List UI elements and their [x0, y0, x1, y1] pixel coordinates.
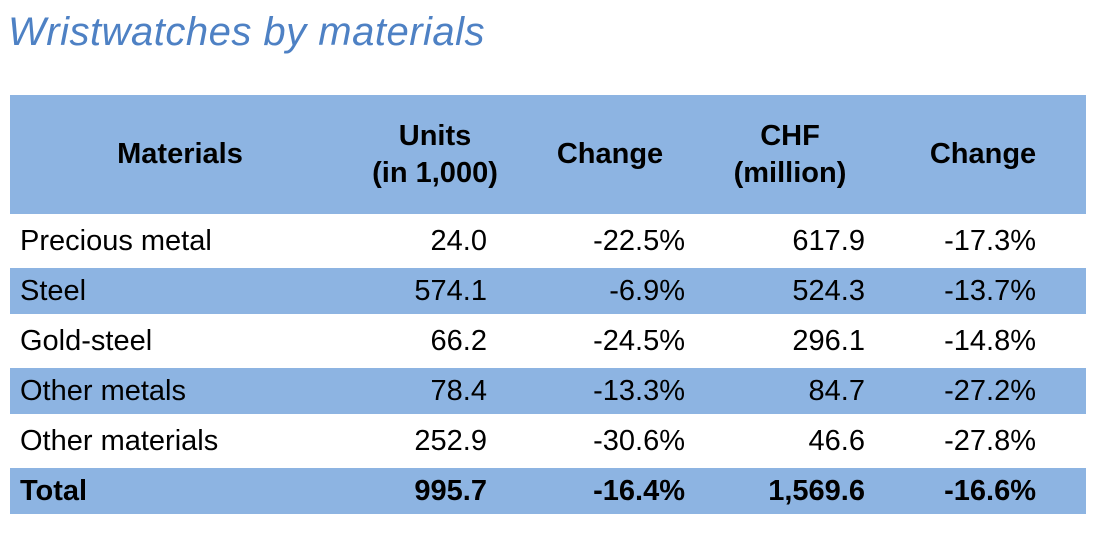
cell-material: Gold-steel — [20, 324, 153, 357]
cell-chf: 46.6 — [808, 424, 865, 457]
cell-material: Other materials — [20, 424, 219, 457]
cell-units-change: -30.6% — [593, 424, 685, 457]
cell-chf: 296.1 — [792, 324, 865, 357]
table-header: Materials Units (in 1,000) Change CHF (m… — [10, 95, 1086, 214]
table-row: Other materials 252.9 -30.6% 46.6 -27.8% — [10, 418, 1086, 464]
cell-chf: 1,569.6 — [700, 468, 880, 514]
table-row: Other metals 78.4 -13.3% 84.7 -27.2% — [10, 368, 1086, 414]
col-header-chf: CHF (million) — [700, 95, 880, 214]
cell-units: 24.0 — [430, 224, 487, 257]
cell-chf-change: -17.3% — [944, 224, 1036, 257]
cell-units-change: -24.5% — [593, 324, 685, 357]
cell-units-change: -6.9% — [520, 268, 700, 314]
cell-material: Other metals — [10, 368, 350, 414]
table-row: Gold-steel 66.2 -24.5% 296.1 -14.8% — [10, 318, 1086, 364]
cell-units: 574.1 — [350, 268, 520, 314]
cell-units: 252.9 — [414, 424, 487, 457]
cell-units-change: -13.3% — [520, 368, 700, 414]
cell-material: Steel — [10, 268, 350, 314]
cell-chf-change: -27.2% — [880, 368, 1086, 414]
cell-units-change: -22.5% — [593, 224, 685, 257]
cell-chf: 617.9 — [792, 224, 865, 257]
cell-chf: 84.7 — [700, 368, 880, 414]
page-title: Wristwatches by materials — [8, 10, 486, 54]
col-header-units: Units (in 1,000) — [350, 95, 520, 214]
cell-units: 78.4 — [350, 368, 520, 414]
cell-chf-change: -27.8% — [944, 424, 1036, 457]
col-header-chf-change: Change — [880, 95, 1086, 214]
col-header-materials: Materials — [10, 95, 350, 214]
cell-chf-change: -14.8% — [944, 324, 1036, 357]
cell-chf: 524.3 — [700, 268, 880, 314]
cell-units: 66.2 — [430, 324, 487, 357]
cell-material: Total — [10, 468, 350, 514]
cell-chf-change: -16.6% — [880, 468, 1086, 514]
table-row: Precious metal 24.0 -22.5% 617.9 -17.3% — [10, 218, 1086, 264]
cell-material: Precious metal — [20, 224, 212, 257]
col-header-units-change: Change — [520, 95, 700, 214]
materials-table: Materials Units (in 1,000) Change CHF (m… — [10, 91, 1086, 518]
table-row-total: Total 995.7 -16.4% 1,569.6 -16.6% — [10, 468, 1086, 514]
cell-units-change: -16.4% — [520, 468, 700, 514]
table-header-row: Materials Units (in 1,000) Change CHF (m… — [10, 95, 1086, 214]
table-row: Steel 574.1 -6.9% 524.3 -13.7% — [10, 268, 1086, 314]
table-body: Precious metal 24.0 -22.5% 617.9 -17.3% Steel… — [10, 218, 1086, 514]
cell-units: 995.7 — [350, 468, 520, 514]
cell-chf-change: -13.7% — [880, 268, 1086, 314]
